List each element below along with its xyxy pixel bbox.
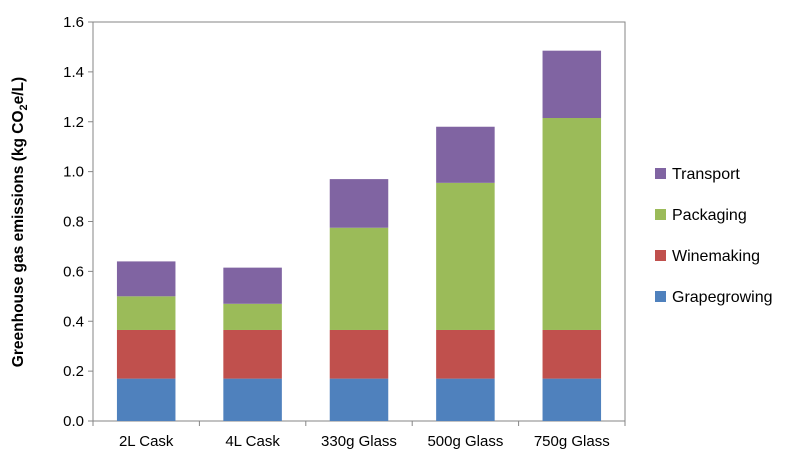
legend: Transport Packaging Winemaking Grapegrowing (655, 166, 773, 306)
y-tick-label: 0.0 (63, 413, 84, 430)
bar-segment-packaging (436, 182, 495, 330)
y-tick-label: 0.2 (63, 363, 84, 380)
bar-segment-transport (542, 50, 602, 119)
bar-segment-winemaking (542, 329, 602, 379)
bar-segment-grapegrowing (436, 378, 495, 421)
bar-segment-transport (223, 267, 282, 304)
bar-segment-winemaking (223, 329, 282, 379)
bar-segment-winemaking (116, 329, 176, 379)
bar-segment-packaging (223, 303, 282, 330)
bar-segment-packaging (329, 227, 389, 330)
bar-segment-winemaking (329, 329, 389, 379)
bar-segment-transport (116, 261, 176, 297)
y-tick-label: 0.6 (63, 263, 84, 280)
bar-segment-transport (329, 179, 389, 228)
x-tick-label: 4L Cask (225, 433, 280, 450)
y-tick-label: 1.2 (63, 114, 84, 131)
legend-label-grapegrowing: Grapegrowing (672, 289, 773, 306)
legend-swatch-winemaking (655, 250, 666, 261)
y-tick-label: 1.0 (63, 164, 84, 181)
x-tick-label: 500g Glass (427, 433, 503, 450)
bars (116, 50, 602, 421)
legend-swatch-transport (655, 168, 666, 179)
legend-swatch-grapegrowing (655, 291, 666, 302)
bar-segment-grapegrowing (223, 378, 282, 421)
legend-label-packaging: Packaging (672, 207, 747, 224)
y-tick-label: 1.6 (63, 14, 84, 31)
x-axis: 2L Cask 4L Cask 330g Glass 500g Glass 750g G… (92, 421, 626, 450)
y-tick-label: 1.4 (63, 64, 84, 81)
bar-segment-grapegrowing (329, 378, 389, 421)
legend-label-winemaking: Winemaking (672, 248, 760, 265)
bar-segment-grapegrowing (542, 378, 602, 421)
x-tick-label: 330g Glass (321, 433, 397, 450)
x-tick-label: 2L Cask (119, 433, 174, 450)
bar-segment-transport (436, 126, 495, 183)
bar-segment-packaging (542, 118, 602, 330)
bar-segment-grapegrowing (116, 378, 176, 421)
bar-segment-packaging (116, 296, 176, 330)
y-axis: 0.0 0.2 0.4 0.6 0.8 1.0 1.2 1.4 1.6 (63, 14, 93, 430)
y-tick-label: 0.4 (63, 313, 84, 330)
x-tick-label: 750g Glass (534, 433, 610, 450)
legend-swatch-packaging (655, 209, 666, 220)
bar-segment-winemaking (436, 329, 495, 379)
y-tick-label: 0.8 (63, 214, 84, 231)
legend-label-transport: Transport (672, 166, 740, 183)
y-axis-label: Greenhouse gas emissions (kg CO2e/L) (10, 77, 30, 367)
